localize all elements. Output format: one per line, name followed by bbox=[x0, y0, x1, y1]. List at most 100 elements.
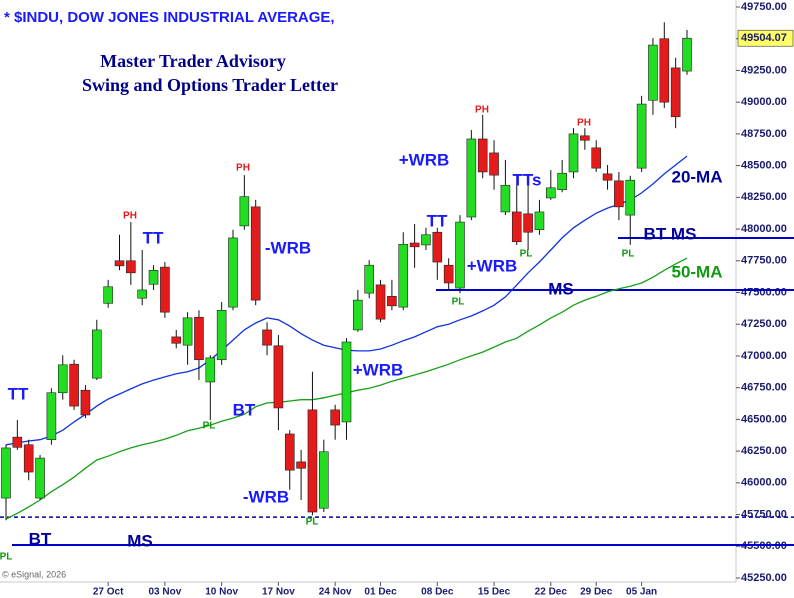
y-tick-label: 49250.00 bbox=[741, 64, 787, 76]
candle-body bbox=[375, 284, 386, 320]
candle-body bbox=[273, 345, 284, 409]
candle-body bbox=[466, 138, 477, 218]
candle-body bbox=[239, 196, 250, 227]
annotation: -WRB bbox=[243, 487, 289, 506]
price-tag-label: 49504.07 bbox=[741, 32, 787, 44]
candle-body bbox=[126, 260, 136, 274]
x-tick-label: 17 Nov bbox=[262, 587, 295, 598]
annotation: TTs bbox=[513, 170, 542, 189]
level-label: MS bbox=[548, 279, 574, 298]
annotation: +WRB bbox=[353, 360, 404, 379]
candle-body bbox=[387, 296, 397, 307]
y-tick-label: 47750.00 bbox=[741, 255, 787, 267]
source-note: © eSignal, 2026 bbox=[2, 569, 66, 579]
annotation: PH bbox=[475, 105, 489, 116]
x-tick-label: 27 Oct bbox=[93, 587, 124, 598]
chart-subtitle: Swing and Options Trader Letter bbox=[82, 75, 338, 95]
candle-body bbox=[614, 180, 624, 208]
chart-subtitle: Master Trader Advisory bbox=[100, 51, 286, 71]
candle-body bbox=[69, 363, 79, 407]
annotation: PL bbox=[306, 517, 319, 528]
candle-body bbox=[670, 67, 681, 118]
candle-body bbox=[296, 461, 306, 469]
candle-body bbox=[250, 206, 261, 301]
candle-body bbox=[477, 138, 488, 173]
candle-body bbox=[489, 152, 499, 176]
y-tick-label: 46250.00 bbox=[741, 445, 787, 457]
annotation: TT bbox=[143, 228, 164, 247]
y-tick-label: 49000.00 bbox=[741, 96, 787, 108]
candle-body bbox=[205, 357, 216, 383]
candle-body bbox=[557, 172, 567, 191]
candle-body bbox=[35, 457, 45, 499]
candle-body bbox=[409, 242, 420, 248]
candle-body bbox=[421, 234, 431, 246]
y-tick-label: 48500.00 bbox=[741, 160, 787, 172]
candle-body bbox=[160, 266, 170, 313]
candle-body bbox=[92, 329, 102, 379]
candle-body bbox=[523, 213, 533, 233]
candle-body bbox=[171, 336, 182, 344]
annotation: TT bbox=[8, 384, 29, 403]
candle-body bbox=[262, 329, 272, 346]
candle-body bbox=[602, 173, 613, 181]
price-tag bbox=[737, 29, 794, 47]
annotation: +WRB bbox=[399, 150, 450, 169]
candle-body bbox=[307, 409, 318, 513]
y-tick-label: 46500.00 bbox=[741, 413, 787, 425]
x-tick-label: 29 Dec bbox=[580, 587, 613, 598]
candle-body bbox=[580, 135, 590, 141]
candle-body bbox=[114, 260, 125, 267]
candle-body bbox=[625, 179, 636, 216]
candle-body bbox=[12, 436, 23, 448]
y-tick-label: 45500.00 bbox=[741, 540, 787, 552]
annotation: PL bbox=[622, 249, 635, 260]
candle-body bbox=[46, 392, 57, 440]
candle-body bbox=[364, 264, 375, 294]
candle-body bbox=[353, 299, 363, 331]
annotation: +WRB bbox=[467, 256, 518, 275]
x-tick-label: 22 Dec bbox=[535, 587, 568, 598]
candle-body bbox=[216, 309, 227, 361]
level-label: BT MS bbox=[644, 224, 697, 243]
y-tick-label: 48000.00 bbox=[741, 223, 787, 235]
candle-body bbox=[443, 264, 454, 284]
annotation: -WRB bbox=[265, 238, 311, 257]
candle-body bbox=[330, 409, 340, 426]
candle-body bbox=[636, 103, 647, 169]
x-tick-label: 15 Dec bbox=[478, 587, 511, 598]
candle-body bbox=[182, 317, 193, 346]
y-tick-label: 46750.00 bbox=[741, 382, 787, 394]
x-tick-label: 10 Nov bbox=[205, 587, 238, 598]
candle-body bbox=[682, 37, 692, 72]
y-tick-label: 45750.00 bbox=[741, 508, 787, 520]
candle-body bbox=[148, 269, 159, 285]
candle-body bbox=[80, 389, 91, 416]
annotation: BT bbox=[29, 529, 52, 548]
candle-body bbox=[341, 341, 352, 423]
line-label: 50-MA bbox=[671, 262, 722, 281]
x-tick-label: 24 Nov bbox=[319, 587, 352, 598]
annotation: TT bbox=[427, 211, 448, 230]
annotation: PL bbox=[0, 552, 12, 563]
candle-body bbox=[568, 133, 579, 173]
candle-body bbox=[228, 237, 238, 308]
x-tick-label: 03 Nov bbox=[149, 587, 182, 598]
annotation: PL bbox=[520, 249, 533, 260]
candle-body bbox=[23, 444, 34, 473]
candle-body bbox=[591, 147, 602, 169]
y-tick-label: 47000.00 bbox=[741, 350, 787, 362]
y-tick-label: 47250.00 bbox=[741, 318, 787, 330]
chart-title: * $INDU, DOW JONES INDUSTRIAL AVERAGE, bbox=[4, 9, 335, 26]
level-label: MS bbox=[127, 531, 153, 550]
annotation: BT bbox=[233, 400, 256, 419]
y-tick-label: 46000.00 bbox=[741, 477, 787, 489]
line-label: 20-MA bbox=[671, 167, 722, 186]
candle-body bbox=[648, 44, 658, 101]
candle-body bbox=[1, 447, 11, 499]
y-tick-label: 47500.00 bbox=[741, 286, 787, 298]
candle-body bbox=[57, 364, 68, 394]
candle-body bbox=[511, 211, 522, 243]
y-tick-label: 48750.00 bbox=[741, 128, 787, 140]
